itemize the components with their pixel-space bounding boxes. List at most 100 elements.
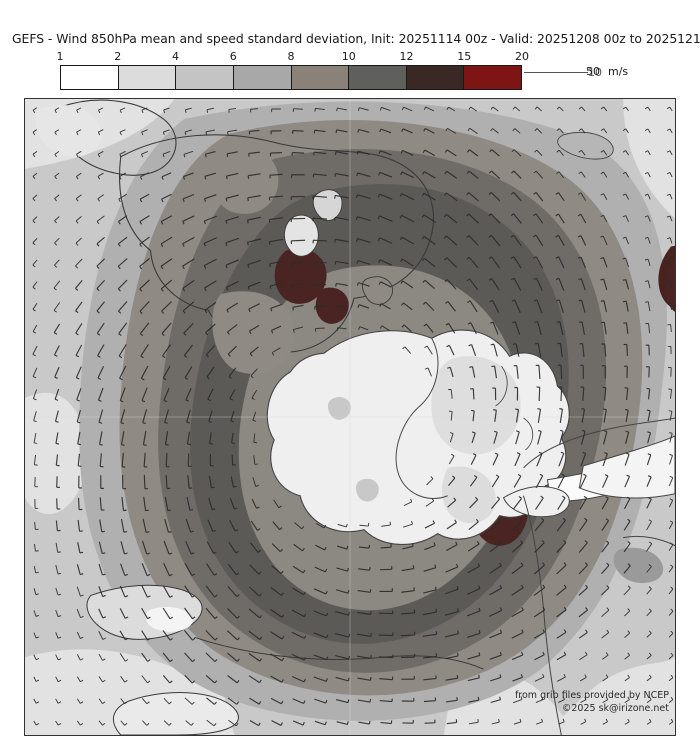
wind-barb [445,652,459,660]
wind-barb [423,675,437,681]
wind-barb [314,566,328,573]
wind-vector-legend-value-front: 50 [586,65,600,78]
wind-barb [97,366,105,380]
wind-barb [446,519,457,530]
wind-barb [185,720,194,726]
wind-barb [32,129,38,136]
wind-barb [624,608,631,617]
wind-barb [445,127,457,134]
wind-barb [646,652,652,660]
wind-barb [205,652,218,663]
wind-barb [98,720,106,726]
wind-barb [558,386,563,402]
wind-barb [119,107,126,114]
wind-barb [312,239,327,244]
wind-barb [32,172,38,180]
wind-barb [511,651,524,661]
wind-barb [162,365,171,381]
wind-barb [183,322,194,336]
wind-barb [143,452,148,468]
wind-barb [139,322,150,337]
wind-barb [225,172,239,180]
wind-barb [466,192,479,202]
wind-barb [422,149,436,157]
wind-barb [646,387,651,400]
wind-barb [142,518,150,533]
wind-barb [537,430,542,445]
wind-barb [556,606,567,618]
wind-barb [377,237,393,244]
wind-barb [184,607,196,620]
wind-barb [205,345,216,358]
wind-barb [117,258,128,270]
wind-barb [54,194,60,202]
wind-barb [96,301,106,314]
wind-barb [291,675,306,683]
wind-barb [32,238,38,246]
wind-barb [182,172,194,180]
weather-map[interactable]: from grib files provided by NCEP ©2025 s… [24,98,676,736]
wind-barb [668,410,673,421]
wind-barb [443,235,458,246]
wind-barb [422,279,435,290]
wind-barb [76,107,82,114]
wind-barb [423,106,435,112]
wind-barb [75,366,82,380]
wind-barb [55,720,62,726]
wind-barb [668,696,674,703]
wind-barb [292,720,305,726]
south-america-tip [578,435,675,499]
wind-barb [165,474,171,490]
wind-barb [512,128,521,134]
wind-barb [357,698,372,703]
wind-barb [581,408,586,423]
wind-barb [378,259,393,266]
colorbar: 1 2 4 6 8 10 12 15 20 [57,50,529,92]
wind-barb [53,345,60,357]
wind-barb [644,236,651,244]
wind-barb [490,106,499,112]
wind-barb [623,496,631,510]
wind-barb [335,589,350,594]
wind-barb [401,128,413,134]
wind-barb [96,236,105,247]
wind-barb [205,585,218,598]
wind-barb [251,389,258,401]
wind-barb [489,651,502,660]
wind-barb [579,473,587,489]
wind-barb [98,676,106,683]
wind-barb [646,630,652,638]
wind-barb [401,675,415,680]
wind-barb [493,409,497,422]
wind-barb [447,366,454,378]
wind-barb [32,345,38,357]
wind-barb [117,236,128,247]
wind-barb [291,174,305,178]
wind-barb [121,452,126,468]
wind-barb [647,431,652,444]
wind-barb [622,128,629,134]
wind-barb [600,171,608,178]
wind-barb [54,107,60,114]
wind-barb [601,607,610,618]
wind-barb [644,280,651,289]
wind-barb [142,409,148,425]
wind-barb [32,367,38,379]
wind-barb [121,496,127,512]
colorbar-tick-20: 20 [515,50,529,63]
wind-barb [668,586,674,595]
wind-barb [511,170,522,179]
wind-barb [467,127,478,134]
wind-barb [669,453,673,465]
wind-barb [163,540,173,555]
wind-barb [77,497,83,511]
wind-vector-legend-line [524,72,588,73]
wind-barb [225,216,240,224]
wind-barb [467,563,481,574]
wind-barb [184,585,196,598]
wind-barb [336,107,347,112]
wind-barb [512,518,523,532]
wind-barb [399,214,415,223]
wind-barb [490,128,499,134]
wind-barb [119,652,129,662]
